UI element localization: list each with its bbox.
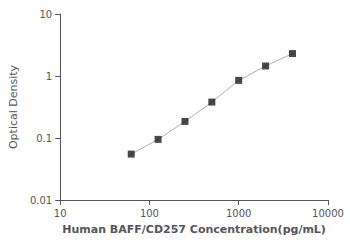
svg-text:1: 1 [46, 71, 52, 82]
svg-text:0.1: 0.1 [36, 133, 52, 144]
svg-text:10: 10 [54, 208, 67, 219]
svg-text:10: 10 [39, 9, 52, 20]
svg-text:0.01: 0.01 [30, 195, 52, 206]
svg-text:Human BAFF/CD257 Concentration: Human BAFF/CD257 Concentration(pg/mL) [62, 223, 326, 236]
svg-text:100: 100 [140, 208, 159, 219]
svg-text:Optical Density: Optical Density [7, 64, 20, 149]
svg-text:1000: 1000 [226, 208, 251, 219]
svg-text:10000: 10000 [312, 208, 344, 219]
